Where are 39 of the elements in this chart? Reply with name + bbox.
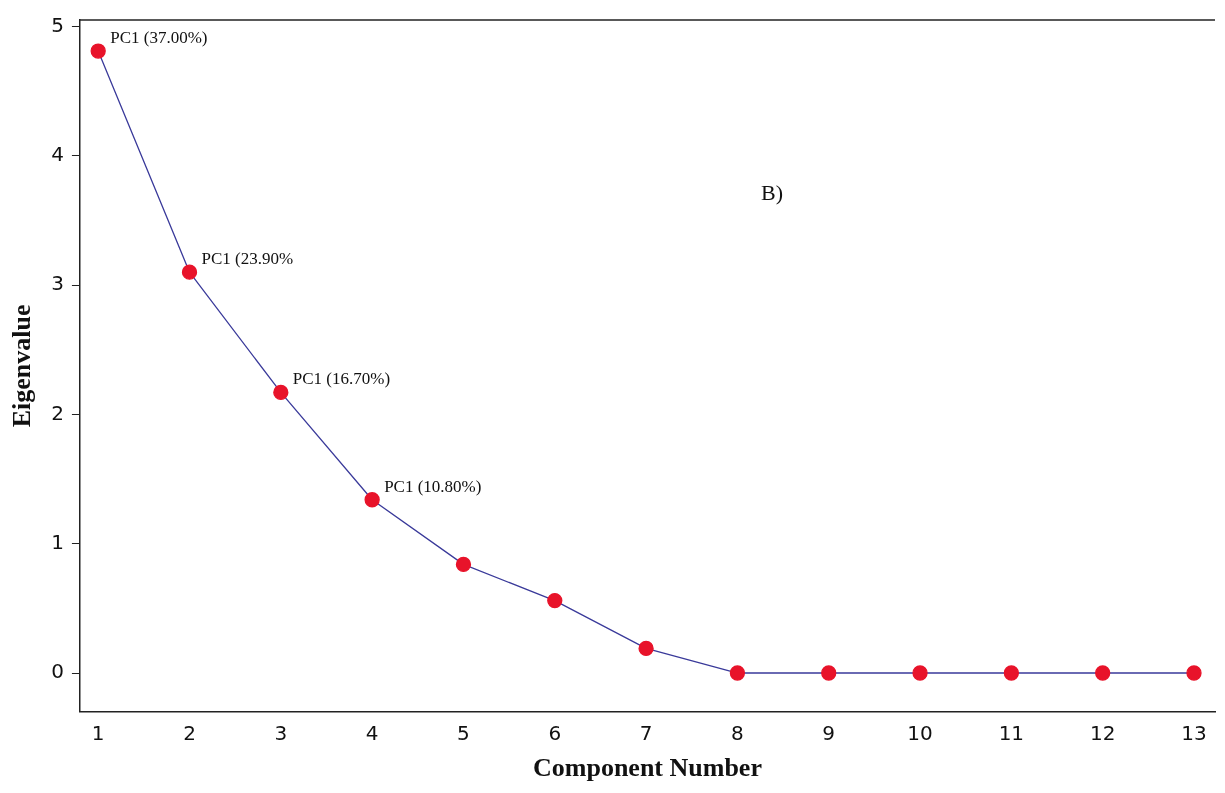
y-tick-label: 2: [51, 400, 64, 425]
point: [547, 592, 563, 609]
y-axis-title: Eigenvalue: [7, 304, 37, 428]
x-tick-label: 11: [998, 721, 1025, 745]
x-tick-label: 1: [91, 721, 105, 745]
point: [181, 264, 198, 280]
x-tick-label: 7: [639, 721, 653, 745]
point: [364, 492, 380, 508]
x-tick-label: 12: [1089, 721, 1116, 745]
y-tick-label: 3: [51, 271, 64, 296]
point: [912, 665, 928, 681]
x-axis-title: Component Number: [532, 753, 762, 783]
annotation: PC1 (16.70%): [292, 369, 391, 389]
y-tick-label: 4: [51, 141, 64, 166]
point: [455, 556, 472, 573]
y-tick-label: 5: [51, 12, 64, 37]
x-tick-label: 9: [822, 721, 836, 745]
x-tick-label: 13: [1181, 721, 1207, 745]
annotation: PC1 (37.00%): [110, 28, 208, 48]
x-tick-label: 5: [457, 721, 470, 745]
point: [273, 384, 289, 401]
point: [90, 43, 106, 59]
y-tick-label: 0: [51, 659, 64, 684]
x-tick-label: 2: [183, 721, 196, 745]
x-tick-label: 3: [274, 721, 288, 745]
annotation: PC1 (10.80%): [384, 476, 482, 496]
annotation: B): [760, 179, 783, 205]
x-tick-label: 8: [731, 721, 744, 745]
point: [1003, 665, 1020, 681]
annotation: PC1 (23.90%: [201, 249, 294, 269]
x-tick-label: 4: [365, 721, 379, 745]
point: [1095, 665, 1111, 681]
x-tick-label: 10: [907, 721, 933, 745]
point: [1186, 665, 1202, 681]
point: [729, 665, 746, 681]
x-tick-label: 6: [548, 721, 562, 745]
point: [821, 665, 837, 681]
point: [638, 640, 654, 657]
y-tick-label: 1: [51, 529, 64, 554]
